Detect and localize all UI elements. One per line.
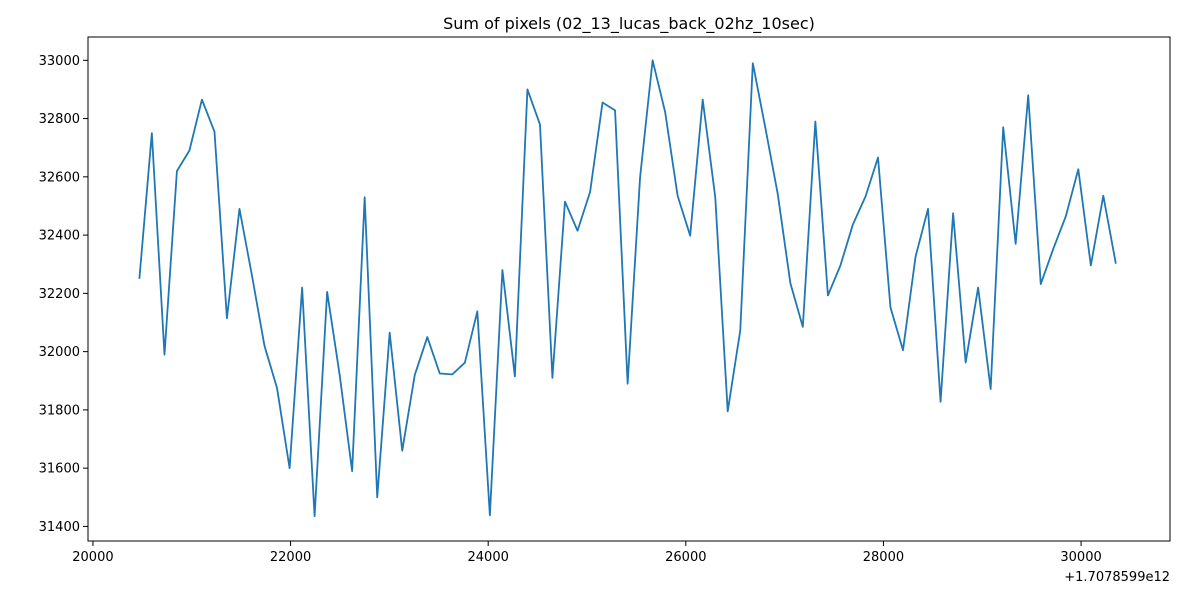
y-tick-label: 32200 <box>39 287 80 302</box>
x-tick-label: 24000 <box>468 550 509 565</box>
x-axis: 20000 22000 24000 26000 28000 30000 <box>72 541 1102 565</box>
y-tick-label: 31400 <box>39 520 80 535</box>
y-tick-label: 32400 <box>39 229 80 244</box>
x-axis-offset: +1.7078599e12 <box>1064 570 1170 585</box>
chart-title: Sum of pixels (02_13_lucas_back_02hz_10s… <box>443 14 815 34</box>
y-tick-label: 32600 <box>39 170 80 185</box>
y-axis: 31400 31600 31800 32000 32200 32400 32600 32800… <box>39 54 88 535</box>
x-tick-label: 30000 <box>1060 550 1101 565</box>
series-layer <box>138 59 1117 518</box>
plot-frame <box>87 36 1171 542</box>
x-tick-label: 26000 <box>665 550 706 565</box>
y-tick-label: 33000 <box>39 54 80 69</box>
y-tick-label: 31800 <box>39 403 80 418</box>
y-tick-label: 31600 <box>39 462 80 477</box>
x-tick-label: 28000 <box>863 550 904 565</box>
x-tick-label: 20000 <box>72 550 113 565</box>
y-tick-label: 32000 <box>39 345 80 360</box>
y-tick-label: 32800 <box>39 112 80 127</box>
x-tick-label: 22000 <box>270 550 311 565</box>
series-line-0 <box>138 59 1117 518</box>
